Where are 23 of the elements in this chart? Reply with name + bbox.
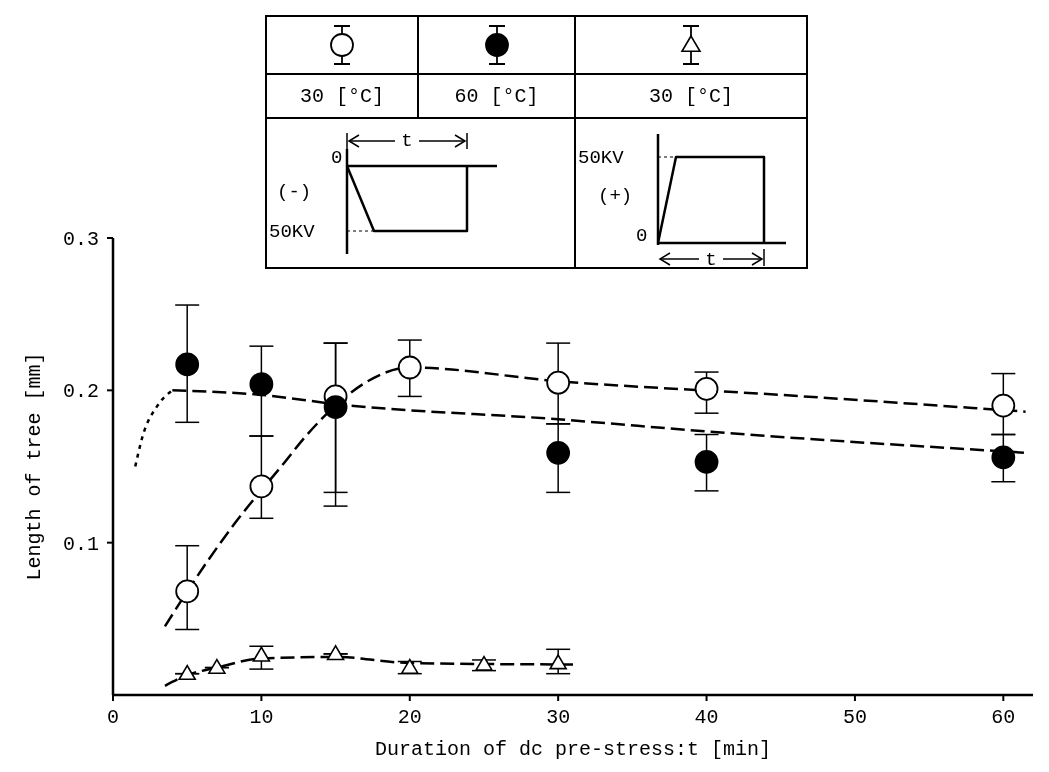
text: t: [401, 130, 413, 152]
y-tick-label: 0.1: [62, 532, 99, 556]
text: (-): [277, 181, 312, 203]
text: (+): [598, 185, 633, 207]
x-axis-title: Duration of dc pre-stress:t [min]: [374, 738, 772, 761]
x-tick-label: 50: [842, 706, 867, 730]
x-tick-label: 60: [991, 706, 1016, 730]
legend-label: 60 [°C]: [418, 74, 575, 118]
legend-label: 30 [°C]: [266, 74, 418, 118]
x-tick-label: 10: [249, 706, 274, 730]
legend-label: 30 [°C]: [575, 74, 807, 118]
x-tick-label: 20: [397, 706, 422, 730]
annotation: 0: [636, 225, 648, 247]
text: 50KV: [578, 147, 625, 169]
annotation: t: [705, 249, 717, 271]
annotation: 50KV: [269, 221, 316, 243]
x-tick-label: 40: [694, 706, 719, 730]
x-tick-label: 0: [106, 706, 120, 730]
y-tick-label: 0.2: [62, 380, 99, 404]
x-tick-label: 30: [546, 706, 571, 730]
y-tick-label: 0.3: [62, 228, 99, 252]
y-axis-title: Length of tree [mm]: [23, 352, 47, 581]
text: 0: [331, 147, 343, 169]
